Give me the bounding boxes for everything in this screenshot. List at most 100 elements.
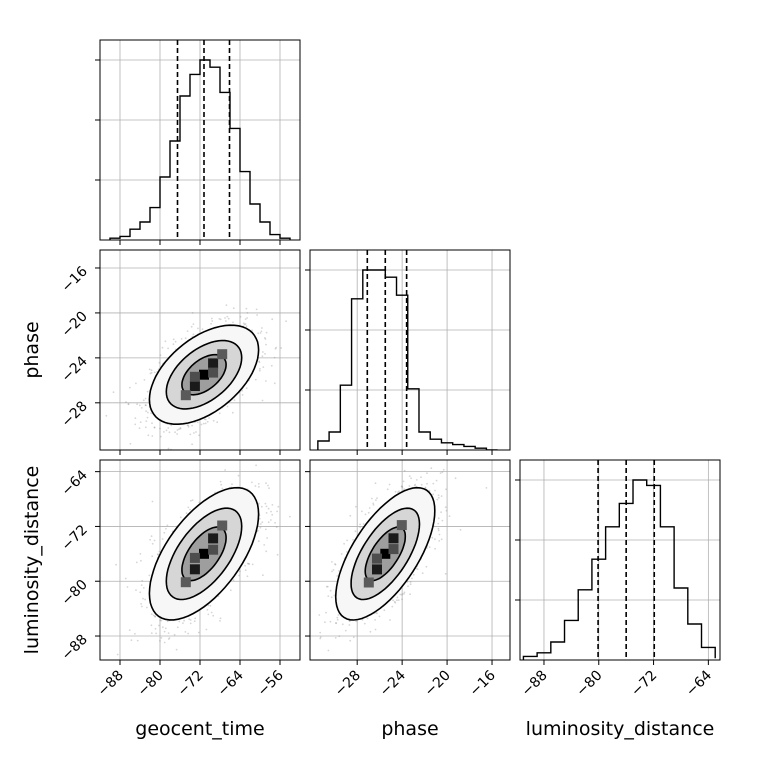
sample-point <box>319 637 322 640</box>
sample-point <box>263 544 266 546</box>
x-tick-label-phase: −28 <box>332 668 364 700</box>
sample-point <box>444 572 447 575</box>
sample-point <box>135 382 137 385</box>
sample-point <box>138 427 141 430</box>
sample-point <box>336 618 339 621</box>
sample-point <box>233 399 236 401</box>
sample-point <box>153 539 156 542</box>
sample-point <box>436 498 439 501</box>
sample-point <box>186 424 189 427</box>
sample-point <box>403 593 405 595</box>
sample-point <box>172 343 175 346</box>
sample-point <box>438 540 441 542</box>
density-cell <box>217 349 228 360</box>
panel-frame <box>309 459 511 661</box>
x-tick-label-geocent_time: −88 <box>95 668 127 700</box>
sample-point <box>319 636 322 638</box>
sample-point <box>445 509 448 512</box>
sample-point <box>400 485 403 488</box>
sample-point <box>141 579 144 582</box>
sample-point <box>192 323 195 325</box>
sample-point <box>129 386 131 389</box>
sample-point <box>244 454 246 456</box>
hist-step-geocent_time <box>109 59 291 240</box>
sample-point <box>189 619 192 621</box>
sample-point <box>197 327 199 330</box>
hist-step-phase <box>317 269 498 450</box>
sample-point <box>338 570 340 572</box>
hist-clip-group <box>317 269 498 450</box>
sample-point <box>150 535 153 538</box>
sample-point <box>241 394 244 396</box>
sample-point <box>408 485 411 487</box>
sample-point <box>238 574 241 577</box>
sample-point <box>205 628 208 631</box>
sample-point <box>176 433 179 435</box>
sample-point <box>265 505 268 508</box>
sample-point <box>186 330 189 332</box>
sample-point <box>105 414 108 417</box>
sample-point <box>251 481 253 484</box>
sample-point <box>267 507 270 510</box>
density-cell <box>199 548 209 559</box>
y-axis-label-luminosity_distance: luminosity_distance <box>21 466 43 655</box>
sample-point <box>151 422 153 425</box>
sample-point <box>124 577 127 580</box>
sample-point <box>210 611 213 614</box>
sample-point <box>368 507 371 509</box>
density-cell <box>363 577 374 588</box>
sample-point <box>167 447 170 450</box>
sample-point <box>146 390 149 393</box>
sample-point <box>265 482 267 485</box>
sample-point <box>187 426 190 428</box>
sample-point <box>276 510 278 513</box>
sample-point <box>191 443 194 446</box>
sample-point <box>440 538 443 541</box>
sample-point <box>340 553 343 555</box>
sample-point <box>355 505 357 508</box>
sample-point <box>142 587 145 589</box>
sample-point <box>196 421 199 424</box>
sample-point <box>257 332 260 335</box>
sample-point <box>435 479 438 482</box>
sample-point <box>331 561 333 563</box>
sample-point <box>219 480 222 483</box>
sample-point <box>361 618 364 621</box>
sample-point <box>135 589 137 591</box>
sample-point <box>394 490 397 493</box>
sample-point <box>331 570 333 573</box>
sample-point <box>421 572 424 575</box>
sample-point <box>140 603 143 605</box>
sample-point <box>388 483 391 486</box>
sample-point <box>144 426 147 429</box>
density-cell <box>180 577 191 588</box>
density-cell <box>388 533 399 544</box>
sample-point <box>185 512 188 515</box>
sample-point <box>188 463 190 465</box>
sample-point <box>410 477 412 480</box>
sample-point <box>125 401 127 403</box>
sample-point <box>262 366 265 368</box>
x-tick-label-luminosity_distance: −64 <box>683 667 715 699</box>
sample-point <box>204 422 207 425</box>
sample-point <box>434 489 436 492</box>
sample-point <box>264 338 267 340</box>
hist-step-luminosity_distance <box>522 479 716 660</box>
density-cell <box>372 553 382 564</box>
sample-point <box>178 428 180 431</box>
sample-point <box>203 418 206 421</box>
sample-point <box>412 573 415 576</box>
sample-point <box>265 550 268 553</box>
sample-point <box>264 353 266 355</box>
sample-point <box>149 538 152 541</box>
sample-point <box>264 337 266 339</box>
sample-point <box>212 614 215 617</box>
sample-point <box>170 424 173 427</box>
sample-point <box>246 317 249 319</box>
sample-point <box>265 512 268 514</box>
sample-point <box>386 488 389 491</box>
sample-point <box>445 488 447 491</box>
sample-point <box>180 338 183 340</box>
sample-point <box>329 620 332 623</box>
sample-point <box>335 622 337 624</box>
